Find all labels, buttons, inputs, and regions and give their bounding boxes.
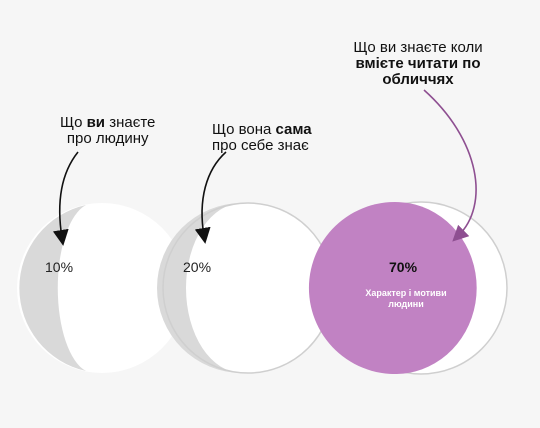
label-circle-70-line1: Що ви знаєте коли [353,39,483,56]
arrow-to-circle-20 [194,151,227,244]
percent-circle-70: 70% [389,259,418,275]
circle-70-filled-region [308,202,477,374]
circle-10-shaded-crescent [19,205,86,371]
caption-circle-70-line2: людини [388,299,424,309]
percent-circle-10: 10% [45,259,74,275]
percent-circle-20: 20% [183,259,212,275]
label-circle-10-line2: про людину [66,130,149,147]
label-circle-20-bold: сама [275,121,312,138]
label-circle-70: Що ви знаєте коли вмієте читати по облич… [330,40,506,88]
label-circle-20-line2: про себе знає [212,137,309,154]
label-circle-70-line3: обличчях [382,71,454,88]
label-circle-20-pre: Що вона [212,121,276,138]
label-circle-70-line2: вмієте читати по [355,55,481,72]
label-circle-10-post: знаєте [105,114,156,131]
circle-20-base [163,203,333,373]
caption-circle-70: Характер і мотиви людини [346,288,466,310]
label-circle-10-pre: Що [60,114,87,131]
arrow-to-circle-10 [52,151,79,246]
label-circle-10: Що ви знаєте про людину [60,115,155,147]
label-circle-10-bold: ви [86,114,106,131]
arrow-to-circle-70 [423,89,477,242]
caption-circle-70-line1: Характер і мотиви [365,288,447,298]
label-circle-20: Що вона сама про себе знає [212,122,312,154]
circle-20-shaded-crescent [157,203,242,373]
